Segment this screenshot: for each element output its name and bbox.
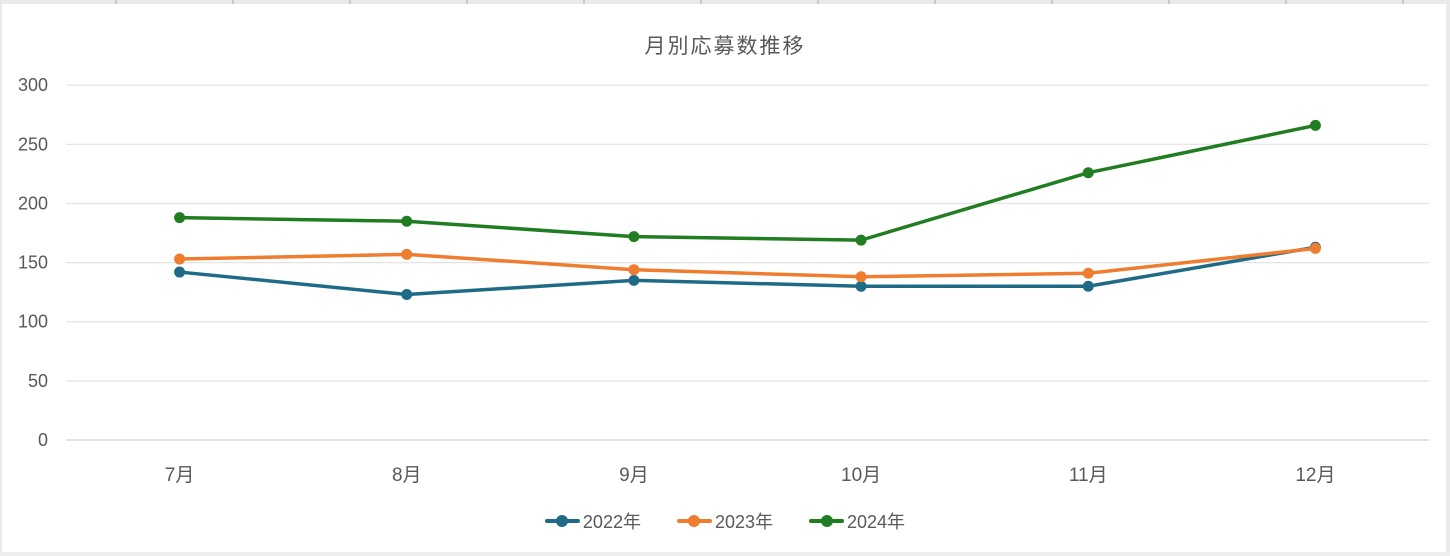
data-point-2024年-8月: [401, 215, 413, 227]
y-tick-label: 300: [18, 75, 48, 95]
y-tick-label: 250: [18, 134, 48, 154]
series-line-2024年: [177, 123, 1318, 242]
y-tick-label: 0: [38, 430, 48, 450]
x-tick-label: 9月: [619, 465, 649, 486]
x-tick-label: 10月: [841, 465, 881, 486]
y-tick-label: 150: [18, 253, 48, 273]
legend-item-2022年[interactable]: 2022年: [544, 508, 641, 534]
legend-label: 2023年: [714, 512, 774, 532]
x-tick-label: 8月: [392, 465, 422, 486]
x-tick-label: 11月: [1069, 465, 1108, 486]
data-point-2023年-10月: [855, 271, 867, 283]
y-tick-label: 50: [28, 371, 48, 391]
data-point-2022年-11月: [1082, 280, 1094, 292]
x-tick-label: 7月: [165, 465, 195, 486]
chart-legend: 2022年 2023年 2024年: [0, 508, 1450, 534]
legend-dot-icon: [820, 515, 833, 527]
series-line-2023年: [177, 246, 1318, 279]
legend-item-2023年[interactable]: 2023年: [676, 508, 774, 534]
spreadsheet-bottom-cell-border: [0, 552, 1450, 556]
spreadsheet-right-cell-border: [1446, 0, 1450, 556]
data-point-2022年-8月: [401, 289, 413, 301]
legend-dot-icon: [556, 515, 569, 527]
chart-title[interactable]: 月別応募数推移: [644, 35, 806, 58]
data-point-2023年-7月: [174, 253, 186, 265]
data-point-2024年-7月: [174, 212, 186, 224]
data-point-2024年-10月: [855, 234, 867, 246]
x-tick-label: 12月: [1295, 465, 1335, 486]
data-point-2023年-12月: [1309, 242, 1321, 254]
series-line-2022年: [177, 245, 1318, 297]
data-point-2024年-9月: [628, 231, 640, 243]
data-point-2023年-11月: [1082, 267, 1094, 279]
data-point-2022年-9月: [628, 274, 640, 286]
y-tick-label: 200: [18, 193, 48, 213]
data-point-2023年-8月: [401, 248, 413, 260]
legend-label: 2024年: [847, 512, 906, 532]
legend-label: 2022年: [582, 512, 641, 532]
data-point-2024年-11月: [1082, 167, 1094, 179]
legend-dot-icon: [688, 515, 701, 527]
y-tick-label: 100: [18, 312, 48, 332]
data-point-2023年-9月: [628, 264, 640, 276]
spreadsheet-left-cell-border: [0, 0, 2, 556]
legend-item-2024年[interactable]: 2024年: [809, 508, 905, 534]
legend-line-marker-icon: [809, 515, 845, 527]
data-point-2024年-12月: [1309, 119, 1321, 131]
legend-line-marker-icon: [676, 515, 712, 527]
legend-line-marker-icon: [544, 515, 580, 527]
data-point-2022年-10月: [855, 280, 867, 292]
data-point-2022年-7月: [174, 266, 186, 278]
spreadsheet-top-cell-border: [0, 0, 1450, 4]
